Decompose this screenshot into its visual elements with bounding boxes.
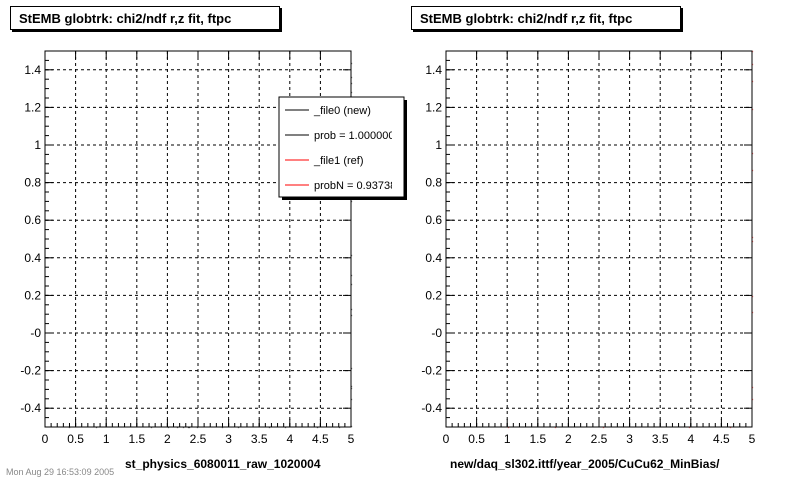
left-y-tick-label: 1.4: [24, 63, 41, 77]
left-x-tick-label: 0.5: [67, 432, 84, 446]
left-x-tick-label: 4: [286, 432, 293, 446]
left-x-tick-label: 1: [103, 432, 110, 446]
legend-label-0: _file0 (new): [313, 105, 371, 117]
left-x-tick-label: 1.5: [128, 432, 145, 446]
right-x-tick-label: 3: [626, 432, 633, 446]
left-x-tick-label: 0: [42, 432, 49, 446]
right-y-tick-label: -0.4: [421, 401, 442, 415]
left-y-tick-label: -0: [30, 326, 41, 340]
left-x-tick-label: 2.5: [190, 432, 207, 446]
right-x-tick-label: 4.5: [713, 432, 730, 446]
right-x-tick-label: 0.5: [468, 432, 485, 446]
legend-label-2: _file1 (ref): [313, 155, 364, 167]
right-x-tick-label: 0: [443, 432, 450, 446]
right-x-tick-label: 4: [687, 432, 694, 446]
left-y-tick-label: -0.4: [20, 401, 41, 415]
left-x-tick-label: 5: [348, 432, 355, 446]
right-x-tick-label: 3.5: [652, 432, 669, 446]
left-x-tick-label: 4.5: [312, 432, 329, 446]
left-y-tick-label: 0.6: [24, 213, 41, 227]
left-x-tick-label: 3.5: [251, 432, 268, 446]
right-y-tick-label: 1.2: [425, 100, 442, 114]
legend-label-3: probN = 0.937383: [314, 180, 402, 192]
left-y-tick-label: 0.4: [24, 251, 41, 265]
timestamp-footnote: Mon Aug 29 16:53:09 2005: [6, 467, 115, 477]
left-x-axis-label: st_physics_6080011_raw_1020004: [125, 457, 321, 471]
right-x-tick-label: 1.5: [529, 432, 546, 446]
left-y-tick-label: 0.8: [24, 176, 41, 190]
right-y-tick-label: 0.2: [425, 288, 442, 302]
right-y-tick-label: 0.8: [425, 176, 442, 190]
legend-label-1: prob = 1.000000: [314, 130, 394, 142]
right-x-tick-label: 1: [504, 432, 511, 446]
right-chart-title: StEMB globtrk: chi2/ndf r,z fit, ftpc: [411, 6, 681, 30]
left-y-tick-label: -0.2: [20, 364, 41, 378]
left-y-tick-label: 1.2: [24, 100, 41, 114]
right-x-tick-label: 5: [749, 432, 756, 446]
left-chart-title: StEMB globtrk: chi2/ndf r,z fit, ftpc: [10, 6, 280, 30]
right-y-tick-label: -0.2: [421, 364, 442, 378]
right-y-tick-label: 1: [435, 138, 442, 152]
left-y-tick-label: 1: [34, 138, 41, 152]
right-y-tick-label: 0.4: [425, 251, 442, 265]
left-y-tick-label: 0.2: [24, 288, 41, 302]
right-y-tick-label: 0.6: [425, 213, 442, 227]
left-x-tick-label: 3: [225, 432, 232, 446]
right-y-tick-label: 1.4: [425, 63, 442, 77]
right-x-tick-label: 2: [565, 432, 572, 446]
legend-box: [278, 96, 405, 198]
right-x-axis-label: new/daq_sl302.ittf/year_2005/CuCu62_MinB…: [450, 457, 720, 471]
right-x-tick-label: 2.5: [591, 432, 608, 446]
right-y-tick-label: -0: [431, 326, 442, 340]
left-x-tick-label: 2: [164, 432, 171, 446]
